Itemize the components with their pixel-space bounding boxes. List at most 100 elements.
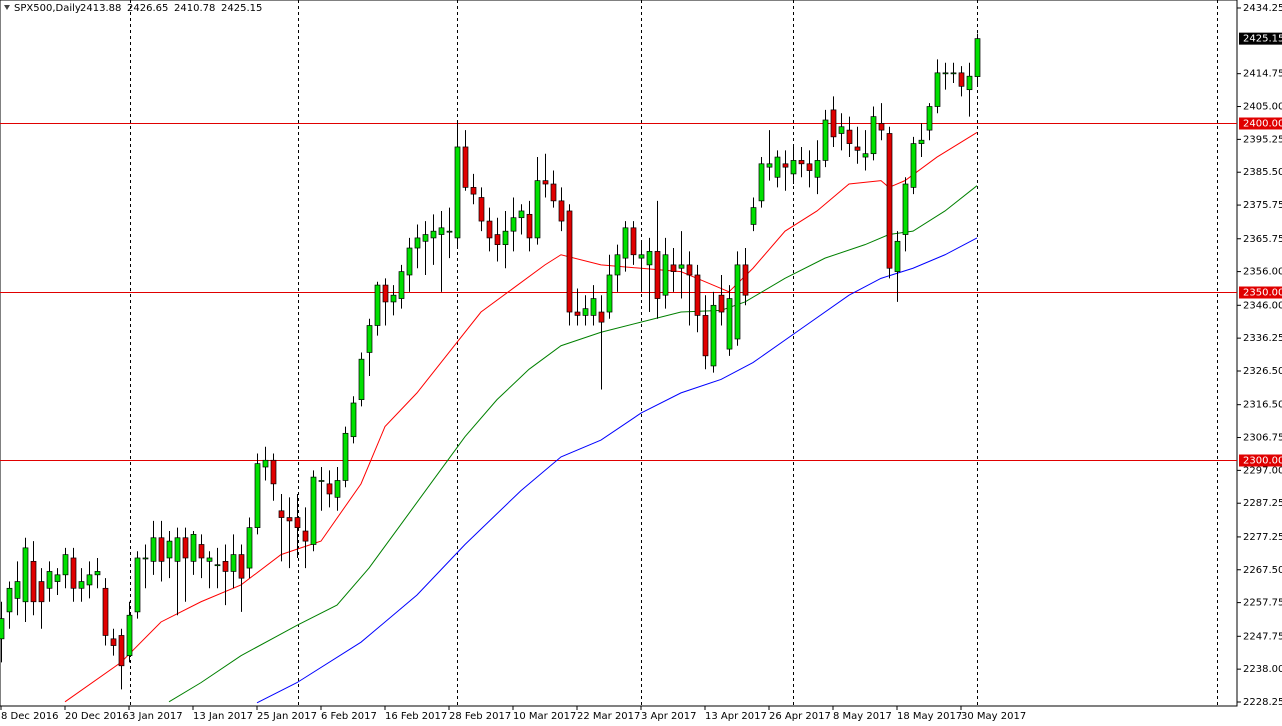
candle-body [902, 183, 909, 235]
candle-body [6, 587, 13, 613]
candle-body [638, 254, 645, 259]
level-label: 2350.00 [1243, 288, 1282, 299]
candle-body [302, 530, 309, 542]
candle-body [702, 315, 709, 357]
candle-body [30, 560, 37, 603]
candle-body [118, 635, 125, 667]
candle-body [494, 234, 501, 246]
candle-body [222, 560, 229, 572]
candle-body [86, 574, 93, 586]
y-tick-label: 2434.25 [1243, 3, 1282, 14]
y-tick-label: 2238.00 [1243, 664, 1282, 675]
candle-body [54, 574, 61, 582]
candle-body [710, 304, 717, 367]
candle-body [550, 183, 557, 202]
candle-body [214, 564, 221, 567]
x-tick-label: 13 Apr 2017 [705, 711, 767, 722]
y-tick-label: 2405.00 [1243, 102, 1282, 113]
level-label-box [1239, 286, 1282, 299]
x-tick-label: 28 Feb 2017 [449, 711, 511, 722]
y-tick-label: 2346.00 [1243, 300, 1282, 311]
candle-body [414, 237, 421, 249]
x-tick-label: 3 Jan 2017 [129, 711, 183, 722]
candle-body [614, 254, 621, 276]
y-tick-label: 2228.25 [1243, 697, 1282, 708]
header-close: 2425.15 [221, 3, 262, 14]
x-tick-label: 20 Dec 2016 [65, 711, 129, 722]
y-tick-label: 2356.00 [1243, 267, 1282, 278]
candle-body [694, 274, 701, 316]
candle-body [606, 274, 613, 313]
candle-body [846, 129, 853, 144]
candle-body [926, 106, 933, 131]
candle-body [590, 298, 597, 316]
candle-body [310, 476, 317, 545]
y-tick-label: 2414.75 [1243, 69, 1282, 80]
candle-body [470, 187, 477, 195]
candle-body [150, 537, 157, 562]
candle-body [798, 160, 805, 165]
candle-body [822, 119, 829, 161]
candle-body [918, 139, 925, 144]
candle-body [238, 554, 245, 579]
candle-body [110, 638, 117, 646]
candle-body [558, 200, 565, 222]
x-tick-label: 25 Jan 2017 [257, 711, 317, 722]
y-tick-label: 2297.00 [1243, 465, 1282, 476]
candle-body [278, 510, 285, 518]
y-tick-label: 2277.25 [1243, 532, 1282, 543]
x-tick-label: 10 Mar 2017 [513, 711, 576, 722]
candle-body [646, 251, 653, 266]
candle-body [262, 459, 269, 468]
candle-body [326, 483, 333, 495]
candle-body [46, 571, 53, 589]
candle-body [366, 325, 373, 353]
moving-average [168, 185, 978, 703]
period-separators [130, 0, 1218, 706]
y-tick-label: 2395.25 [1243, 134, 1282, 145]
candle-body [342, 432, 349, 481]
candle-body [94, 571, 101, 576]
candle-body [670, 264, 677, 272]
candle-body [894, 240, 901, 272]
candle-body [862, 153, 869, 158]
last-price-label: 2425.15 [1243, 34, 1282, 45]
header-high: 2426.65 [127, 3, 168, 14]
candle-body [870, 116, 877, 155]
candle-body [678, 264, 685, 269]
candle-body [718, 294, 725, 313]
candle-body [502, 230, 509, 246]
candle-body [14, 581, 21, 599]
candle-body [318, 480, 325, 482]
header-open: 2413.88 [80, 3, 121, 14]
candle-body [438, 227, 445, 235]
candle-body [742, 264, 749, 296]
candle-body [182, 537, 189, 559]
candle-body [662, 254, 669, 296]
candle-body [782, 163, 789, 168]
candle-body [910, 143, 917, 188]
y-tick-label: 2336.25 [1243, 333, 1282, 344]
candle-body [334, 480, 341, 498]
candle-body [166, 540, 173, 559]
candle-body [478, 197, 485, 222]
candle-body [102, 587, 109, 636]
candle-body [566, 210, 573, 313]
x-tick-label: 6 Feb 2017 [321, 711, 377, 722]
y-tick-label: 2326.50 [1243, 366, 1282, 377]
x-tick-label: 18 May 2017 [897, 711, 962, 722]
candle-body [374, 284, 381, 326]
candle-body [390, 294, 397, 303]
moving-average [256, 237, 978, 704]
candle-body [814, 160, 821, 178]
level-label-box [1239, 117, 1282, 130]
candle-body [582, 308, 589, 316]
candle-body [950, 72, 957, 75]
chart-title: SPX500,Daily [14, 3, 81, 14]
candle-body [126, 614, 133, 657]
y-tick-label: 2375.75 [1243, 200, 1282, 211]
level-label: 2300.00 [1243, 456, 1282, 467]
candle-body [630, 227, 637, 256]
candle-body [534, 180, 541, 239]
